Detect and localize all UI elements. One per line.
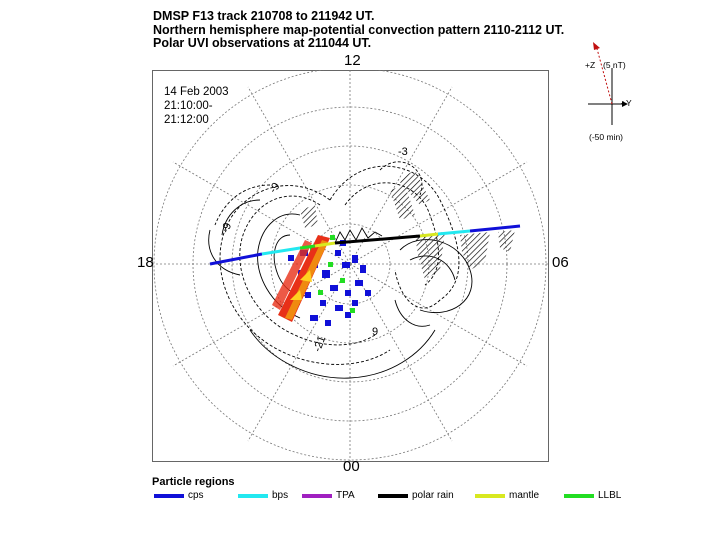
mlt-label-18: 18 [137, 254, 154, 271]
dmsp-track [209, 224, 521, 266]
mlt-label-06: 06 [552, 254, 569, 271]
time-end-text: 21:12:00 [164, 114, 209, 126]
axes-inset [588, 42, 628, 125]
legend-title: Particle regions [152, 476, 235, 488]
date-text: 14 Feb 2003 [164, 86, 229, 98]
convection-contours [208, 161, 473, 379]
legend-item-bps: bps [238, 490, 288, 501]
legend-swatch [564, 493, 594, 498]
legend-swatch [238, 493, 268, 498]
time-start-text: 21:10:00- [164, 100, 213, 112]
legend-item-polar-rain: polar rain [378, 490, 454, 501]
title-line-2: Northern hemisphere map-potential convec… [153, 22, 565, 37]
mlt-label-12: 12 [344, 52, 361, 69]
title-line-3: Polar UVI observations at 211044 UT. [153, 36, 372, 50]
mlt-label-00: 00 [343, 458, 360, 475]
figure-title: DMSP F13 track 210708 to 211942 UT. Nort… [153, 9, 565, 51]
legend-label: cps [188, 490, 204, 501]
legend-item-tpa: TPA [302, 490, 355, 501]
legend-label: mantle [509, 490, 540, 501]
magnetometer-trace [334, 227, 383, 244]
hatched-regions [300, 170, 515, 280]
plot-frame [152, 70, 549, 462]
axes-inset-labels: +Z (5 nT) +Y (-50 min) [573, 32, 638, 147]
y-axis-label: +Y [621, 98, 632, 108]
legend-item-cps: cps [154, 490, 204, 501]
legend-swatch [302, 493, 332, 498]
legend-swatch [154, 493, 184, 498]
legend-swatch [475, 493, 505, 498]
legend-label: TPA [336, 490, 355, 501]
contour-label: 9 [372, 326, 379, 338]
time-offset-label: (-50 min) [589, 132, 624, 142]
legend-label: LLBL [598, 490, 622, 501]
title-line-1: DMSP F13 track 210708 to 211942 UT. [153, 9, 375, 23]
auroral-oval [272, 235, 371, 326]
z-axis-label: +Z [585, 60, 596, 70]
legend-label: bps [272, 490, 289, 501]
z-axis-scale: (5 nT) [603, 60, 626, 70]
timestamp-block: 14 Feb 2003 21:10:00- 21:12:00 [164, 85, 229, 127]
legend-item-llbl: LLBL [564, 490, 621, 501]
legend-item-mantle: mantle [475, 490, 539, 501]
legend-label: polar rain [412, 490, 454, 501]
legend-swatch [378, 493, 408, 498]
contour-label: -3 [398, 146, 408, 158]
